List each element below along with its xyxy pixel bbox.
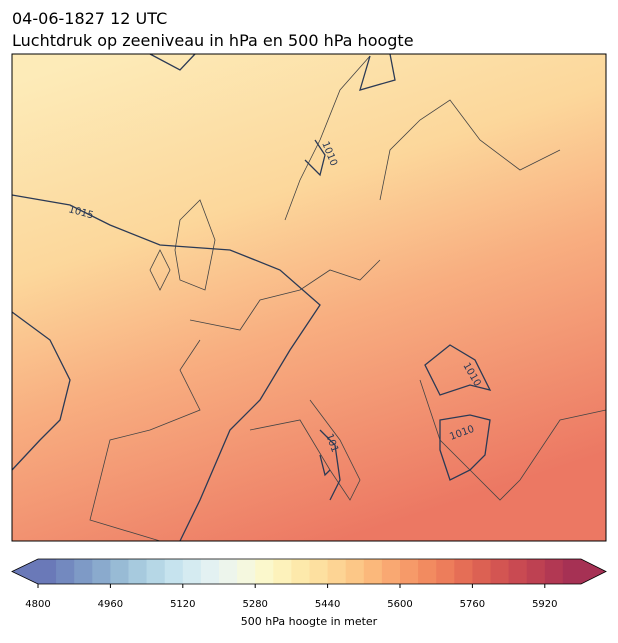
isobar bbox=[304, 139, 326, 177]
colorbar-tick-label: 5920 bbox=[532, 599, 557, 610]
isobar bbox=[11, 194, 321, 542]
colorbar-tick-label: 5760 bbox=[460, 599, 485, 610]
colorbar-segment bbox=[508, 559, 528, 584]
coastline bbox=[89, 55, 607, 542]
colorbar-segment bbox=[56, 559, 75, 584]
colorbar-segment bbox=[200, 559, 220, 584]
colorbar-segment bbox=[38, 559, 57, 584]
isobar bbox=[11, 311, 71, 471]
colorbar-segment bbox=[472, 559, 491, 584]
colorbar-segment bbox=[273, 559, 292, 584]
colorbar-tick-label: 5440 bbox=[315, 599, 340, 610]
colorbar-segment bbox=[164, 559, 184, 584]
colorbar-tick-label: 4960 bbox=[98, 599, 123, 610]
colorbar-label: 500 hPa hoogte in meter bbox=[241, 615, 378, 628]
colorbar-segment bbox=[255, 559, 274, 584]
title-line-1: 04-06-1827 12 UTC bbox=[12, 9, 167, 28]
colorbar-segment bbox=[544, 559, 564, 584]
height-field bbox=[12, 54, 606, 541]
colorbar-extend-high bbox=[581, 559, 606, 584]
colorbar-tick-label: 5600 bbox=[387, 599, 412, 610]
colorbar-segment bbox=[291, 559, 310, 584]
colorbar-segment bbox=[400, 559, 419, 584]
colorbar-segment bbox=[526, 559, 546, 584]
isobar bbox=[439, 414, 491, 481]
colorbar-segment bbox=[454, 559, 473, 584]
colorbar: 4800 4960 5120 5280 5440 5600 5760 5920 bbox=[11, 558, 607, 610]
colorbar-segment bbox=[309, 559, 329, 584]
colorbar-segment bbox=[237, 559, 256, 584]
colorbar-segment bbox=[418, 559, 437, 584]
colorbar-segment bbox=[363, 559, 383, 584]
colorbar-segment bbox=[327, 559, 347, 584]
colorbar-segment bbox=[92, 559, 111, 584]
colorbar-segment bbox=[219, 559, 238, 584]
colorbar-tick-label: 5120 bbox=[170, 599, 195, 610]
colorbar-segment bbox=[381, 559, 401, 584]
colorbar-segment bbox=[128, 559, 148, 584]
colorbar-tick-label: 4800 bbox=[25, 599, 50, 610]
colorbar-segment bbox=[436, 559, 455, 584]
title-line-2: Luchtdruk op zeeniveau in hPa en 500 hPa… bbox=[12, 31, 414, 50]
colorbar-tick-label: 5280 bbox=[242, 599, 267, 610]
colorbar-segment bbox=[562, 559, 582, 584]
colorbar-extend-low bbox=[12, 559, 38, 584]
isobar bbox=[149, 53, 396, 91]
colorbar-segment bbox=[490, 559, 510, 584]
colorbar-segment bbox=[110, 559, 129, 584]
map: 1015 1010 1010 1010 101 bbox=[11, 53, 607, 542]
colorbar-segment bbox=[182, 559, 202, 584]
isobar bbox=[319, 429, 341, 501]
map-frame bbox=[11, 53, 607, 542]
colorbar-segment bbox=[74, 559, 93, 584]
colorbar-outline bbox=[11, 558, 607, 585]
colorbar-segment bbox=[345, 559, 365, 584]
colorbar-segment bbox=[146, 559, 166, 584]
isobar bbox=[424, 344, 492, 396]
